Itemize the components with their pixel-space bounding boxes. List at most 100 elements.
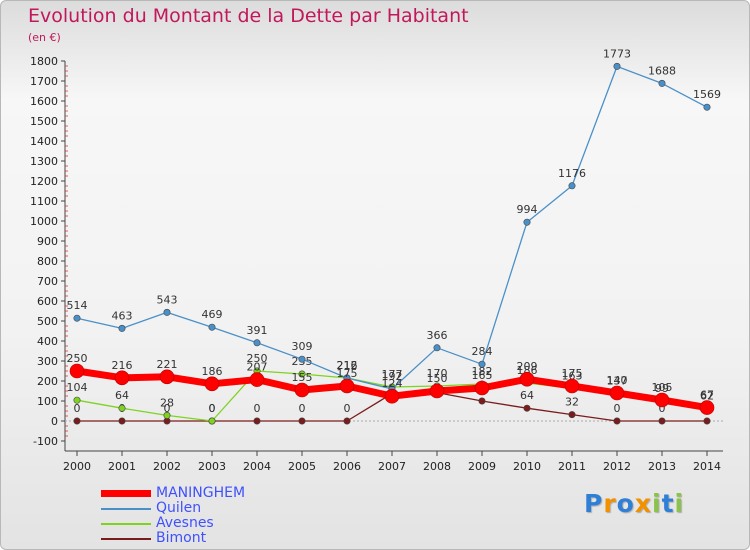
data-point-bimont [73,417,81,425]
data-label-maninghem: 221 [157,358,178,371]
data-label-maninghem: 207 [247,361,268,374]
x-tick-label: 2006 [333,460,361,473]
data-point-avesnes [208,417,216,425]
y-tick-label: 600 [37,295,58,308]
y-tick-label: 1500 [30,115,58,128]
data-label-quilen: 994 [517,203,538,216]
data-label-avesnes: 104 [67,381,88,394]
data-point-maninghem [519,371,535,387]
x-tick-label: 2007 [378,460,406,473]
y-tick-label: 1000 [30,215,58,228]
data-point-quilen [703,103,711,111]
data-label-avesnes: 216 [337,359,358,372]
x-tick-label: 2010 [513,460,541,473]
data-label-maninghem: 150 [427,372,448,385]
data-label-avesnes: 170 [427,367,448,380]
data-point-quilen [298,355,306,363]
data-label-avesnes: 163 [562,369,583,382]
data-label-quilen: 469 [202,308,223,321]
data-label-bimont: 0 [164,402,171,415]
data-point-maninghem [699,400,715,415]
x-tick-label: 2005 [288,460,316,473]
data-label-avesnes: 99 [655,382,669,395]
data-label-maninghem: 250 [67,352,88,365]
data-label-maninghem: 124 [382,377,403,390]
data-label-maninghem: 209 [517,360,538,373]
y-tick-label: 0 [51,415,58,428]
y-tick-label: 1600 [30,95,58,108]
data-point-bimont [703,417,711,425]
data-point-bimont [523,404,531,412]
data-point-maninghem [339,378,355,394]
data-label-quilen: 192 [382,370,403,383]
data-point-maninghem [384,388,400,404]
data-label-bimont: 0 [74,402,81,415]
y-tick-label: 1300 [30,155,58,168]
data-point-bimont [658,417,666,425]
data-point-bimont [253,417,261,425]
y-tick-label: 300 [37,355,58,368]
data-point-quilen [613,62,621,70]
x-tick-label: 2004 [243,460,271,473]
data-point-avesnes [118,404,126,412]
data-label-avesnes: 182 [472,365,493,378]
data-point-bimont [118,417,126,425]
x-tick-label: 2002 [153,460,181,473]
data-point-bimont [613,417,621,425]
legend-swatch [101,538,151,540]
data-point-maninghem [159,369,175,385]
data-point-quilen [73,314,81,322]
data-label-bimont: 0 [254,402,261,415]
data-label-bimont: 0 [209,402,216,415]
data-point-avesnes [298,370,306,378]
data-point-maninghem [654,392,670,408]
data-label-maninghem: 175 [562,367,583,380]
data-label-maninghem: 105 [652,381,673,394]
data-point-quilen [253,339,261,347]
data-label-quilen: 543 [157,293,178,306]
chart-unit: (en €) [28,31,61,44]
data-point-quilen [163,308,171,316]
data-label-maninghem: 216 [112,359,133,372]
logo-letter: x [634,489,652,518]
data-label-bimont: 64 [520,389,534,402]
y-tick-label: 100 [37,395,58,408]
y-tick-label: 800 [37,255,58,268]
y-tick-label: 700 [37,275,58,288]
legend-swatch [101,490,151,497]
logo-letter: r [603,489,617,518]
logo-letter: o [616,489,635,518]
data-point-maninghem [294,382,310,398]
chart-title: Evolution du Montant de la Dette par Hab… [28,5,469,27]
data-label-bimont: 32 [565,396,579,409]
data-point-avesnes [163,411,171,419]
data-point-quilen [433,344,441,352]
legend-label: Bimont [156,530,207,546]
x-tick-label: 2008 [423,460,451,473]
data-label-maninghem: 175 [337,367,358,380]
proxiti-logo: Proxiti [584,489,684,518]
data-label-avesnes: 137 [607,375,628,388]
legend-swatch [101,508,151,510]
logo-letter: t [661,489,675,518]
legend-label: MANINGHEM [156,485,246,501]
data-label-bimont: 0 [344,402,351,415]
data-point-bimont [568,411,576,419]
data-label-bimont: 0 [659,402,666,415]
data-point-quilen [478,360,486,368]
data-label-quilen: 1176 [558,167,586,180]
data-point-maninghem [474,380,490,396]
data-label-maninghem: 165 [472,369,493,382]
x-tick-label: 2009 [468,460,496,473]
data-label-avesnes: 250 [247,352,268,365]
data-label-avesnes: 0 [209,402,216,415]
data-point-maninghem [204,376,220,392]
data-label-maninghem: 155 [292,371,313,384]
y-tick-label: -100 [33,435,58,448]
logo-letter: i [652,489,662,518]
series-line-quilen [76,65,708,390]
y-tick-label: 200 [37,375,58,388]
legend-label: Avesnes [156,515,214,531]
